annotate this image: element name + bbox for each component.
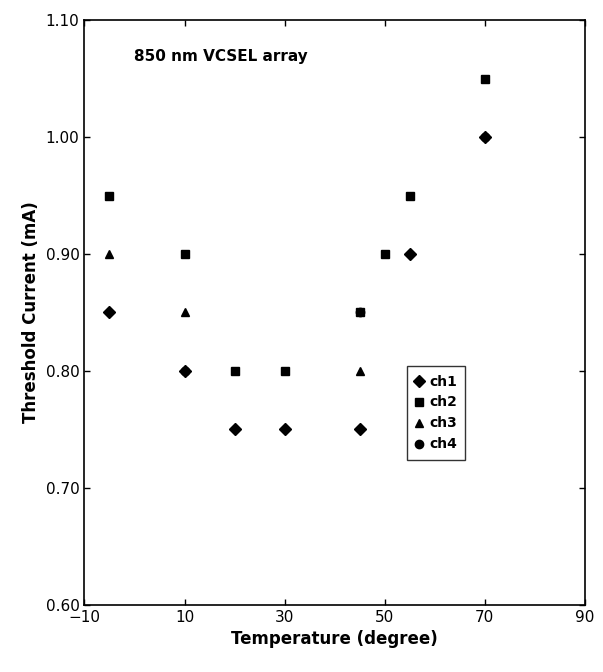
ch4 <box>181 367 188 375</box>
X-axis label: Temperature (degree): Temperature (degree) <box>232 630 438 648</box>
Text: 850 nm VCSEL array: 850 nm VCSEL array <box>134 50 308 65</box>
ch1 <box>231 425 238 433</box>
ch3 <box>106 250 113 258</box>
ch1 <box>106 308 113 317</box>
ch2 <box>356 308 363 317</box>
ch2 <box>181 250 188 258</box>
ch3 <box>181 308 188 317</box>
ch2 <box>406 192 413 200</box>
Line: ch4: ch4 <box>180 133 489 375</box>
Y-axis label: Threshold Current (mA): Threshold Current (mA) <box>22 202 40 423</box>
ch1 <box>281 425 288 433</box>
ch1 <box>356 425 363 433</box>
ch2 <box>381 250 388 258</box>
Line: ch3: ch3 <box>106 250 364 375</box>
Line: ch1: ch1 <box>106 133 489 433</box>
ch4 <box>356 308 363 317</box>
ch2 <box>481 75 488 83</box>
Line: ch2: ch2 <box>106 75 489 375</box>
ch3 <box>356 367 363 375</box>
ch2 <box>231 367 238 375</box>
ch1 <box>181 367 188 375</box>
ch1 <box>481 133 488 141</box>
ch2 <box>106 192 113 200</box>
ch2 <box>281 367 288 375</box>
Legend: ch1, ch2, ch3, ch4: ch1, ch2, ch3, ch4 <box>406 366 465 460</box>
ch4 <box>481 133 488 141</box>
ch1 <box>406 250 413 258</box>
